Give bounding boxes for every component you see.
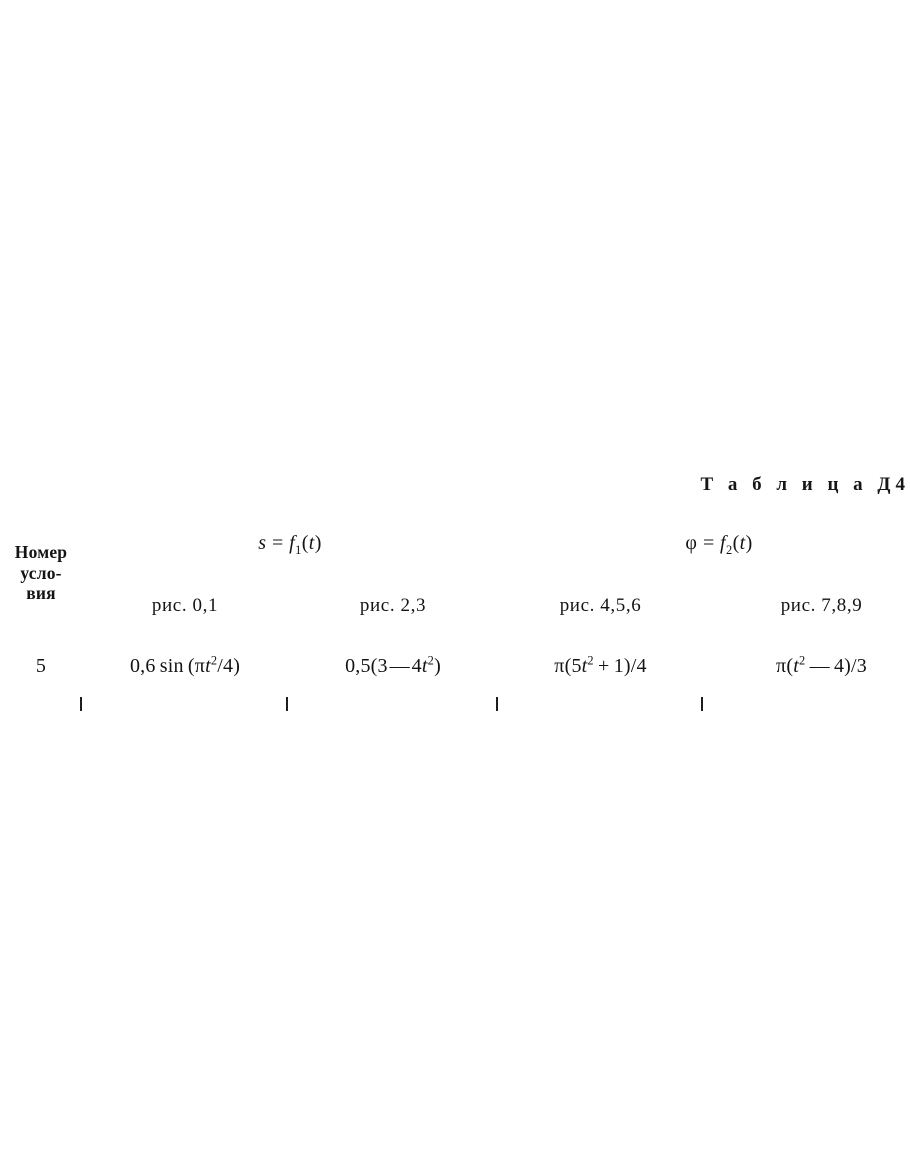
table-caption: Т а б л и ц а Д4 [700,474,910,495]
header-cell-group-phi: φ = f2(t) [498,511,910,577]
vrule-stub-col2 [286,697,288,711]
table-d4-container: Номер усло- вия s = f1(t) φ = f2(t) [0,511,910,711]
subscript-1: 1 [295,543,302,558]
vrule-stub-col3 [496,697,498,711]
header-cell-ris-2-3: рис. 2,3 [359,594,427,616]
table-row: 5 0,6 sin (πt2/4) 0,5(3 — 4t2) π(5t2 + 1… [0,635,910,697]
header-cell-group-s: s = f1(t) [82,511,498,577]
vrule-stub-col1 [80,697,82,711]
header-cell-row-number: Номер усло- вия [0,511,82,635]
paren-open: ( [732,532,740,555]
formula-phi-equals-f2-t: φ = f2(t) [685,532,753,558]
symbol-t: t [739,532,746,555]
subscript-2: 2 [725,543,733,558]
formula-pi-t2-minus-4-over-3: π(t2 — 4)/3 [776,652,867,677]
formula-s-equals-f1-t: s = f1(t) [258,532,322,558]
cell-formula-ris-0-1: 0,6 sin (πt2/4) [82,635,288,697]
symbol-f: f [720,532,726,555]
table-header-sub-row: рис. 0,1 рис. 2,3 рис. 4,5,6 рис. 7,8,9 [0,577,910,635]
symbol-phi: φ [685,532,698,555]
header-cell-ris-4-5-6: рис. 4,5,6 [559,594,642,616]
symbol-f: f [289,532,296,555]
formula-0-6-sin-pi-t2-over-4: 0,6 sin (πt2/4) [129,652,241,677]
formula-0-5-3-minus-4t2: 0,5(3 — 4t2) [345,652,441,677]
paren-close: ) [745,532,753,555]
table-d4: Номер усло- вия s = f1(t) φ = f2(t) [0,511,910,697]
formula-pi-5t2-plus-1-over-4: π(5t2 + 1)/4 [554,652,647,677]
cell-formula-ris-7-8-9: π(t2 — 4)/3 [703,635,910,697]
header-row-number-line-3: вия [26,583,56,604]
table-header-group-row: Номер усло- вия s = f1(t) φ = f2(t) [0,511,910,603]
vrule-stub-col4 [701,697,703,711]
symbol-t: t [308,532,315,555]
header-row-number-line-2: усло- [20,562,62,583]
header-row-number-line-1: Номер [14,542,68,563]
paren-open: ( [301,532,309,555]
symbol-s: s [258,532,267,555]
cell-formula-ris-4-5-6: π(5t2 + 1)/4 [498,635,703,697]
header-cell-ris-0-1: рис. 0,1 [151,594,219,616]
header-cell-ris-7-8-9: рис. 7,8,9 [780,594,863,616]
cell-formula-ris-2-3: 0,5(3 — 4t2) [288,635,498,697]
cell-row-number: 5 [35,654,47,677]
paren-close: ) [314,532,322,555]
